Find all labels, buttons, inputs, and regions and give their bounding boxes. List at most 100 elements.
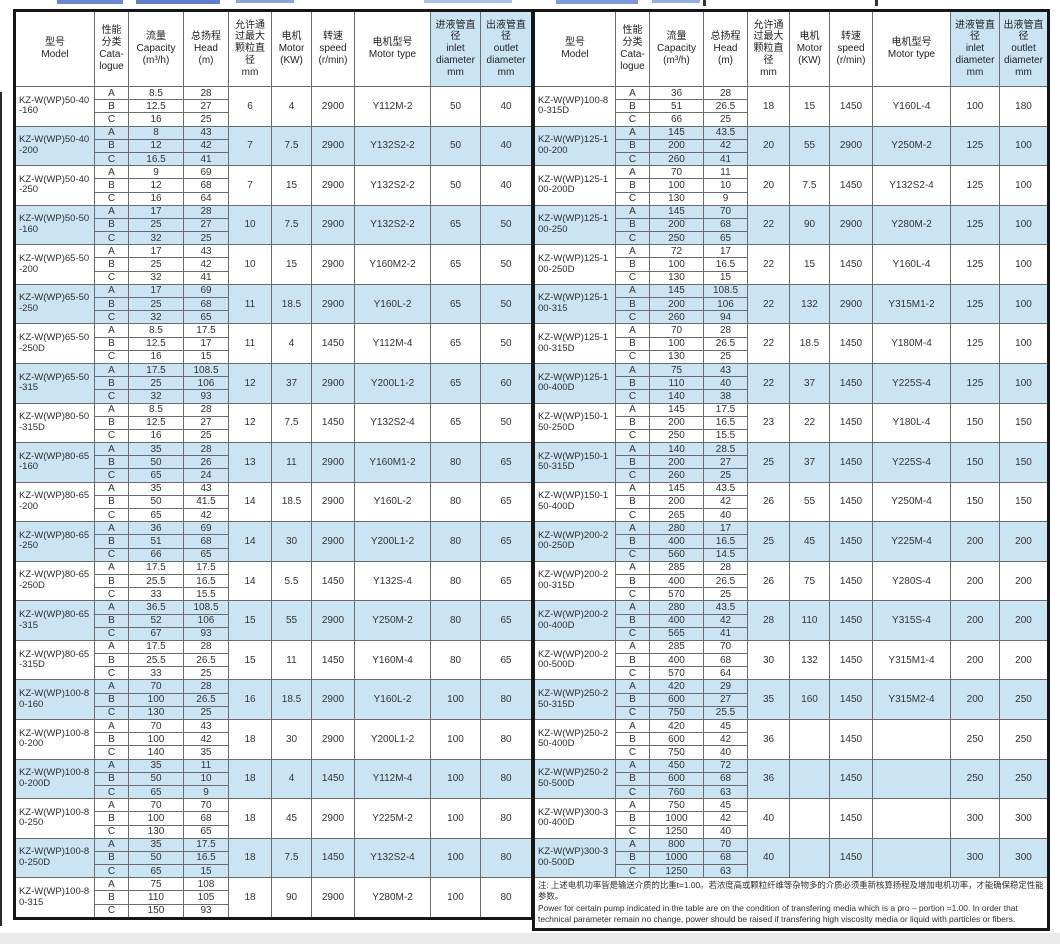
model-cell: KZ-W(WP)125-100-250 (533, 204, 616, 246)
head-cell: 41 (703, 151, 748, 167)
head-cell: 65 (183, 547, 229, 562)
header-cell-capacity: 流量 Capacity (m³/h) (128, 10, 184, 87)
catalogue-cell: C (94, 349, 129, 364)
capacity-cell: 100 (649, 257, 704, 272)
header-line: Model (41, 49, 69, 60)
capacity-cell: 32 (128, 231, 184, 246)
motor-kw-cell: 160 (789, 679, 830, 720)
inlet-cell: 300 (950, 798, 1000, 839)
head-cell: 15.5 (183, 587, 229, 602)
table-row: C 565 41 (534, 626, 1049, 641)
catalogue-cell: B (615, 217, 650, 233)
capacity-cell: 140 (128, 745, 184, 760)
inlet-cell: 250 (950, 758, 1000, 800)
capacity-cell: 1250 (649, 864, 704, 879)
speed-cell: 1450 (311, 837, 355, 879)
catalogue-cell: B (615, 653, 650, 668)
catalogue-cell: C (94, 507, 129, 523)
header-line: logue (620, 60, 645, 72)
head-cell: 43 (183, 125, 229, 140)
inlet-cell: 125 (950, 165, 1000, 206)
header-line: diameter (486, 54, 526, 66)
table-row: KZ-W(WP)200-200-315D A 285 28 26 75 1450 Y280S-… (533, 560, 1049, 602)
motor-kw-cell: 55 (271, 600, 312, 641)
particle-cell: 12 (228, 402, 272, 444)
capacity-cell: 50 (128, 455, 184, 470)
particle-cell: 7 (228, 165, 272, 206)
speed-cell: 1450 (311, 560, 355, 602)
outlet-cell: 80 (480, 877, 533, 919)
table-row: B 200 42 (534, 138, 1049, 153)
model-cell: KZ-W(WP)300-300-500D (533, 837, 616, 879)
catalogue-cell: C (94, 389, 129, 404)
catalogue-cell: A (94, 837, 129, 852)
capacity-cell: 110 (128, 890, 184, 905)
note-row: 注: 上述电机功率皆是输送介质的比重t=1.00。若浓度高或颗粒纤维等杂物多的介… (533, 877, 1049, 931)
motor-type-cell: Y132S2-4 (872, 165, 951, 206)
head-cell: 41 (703, 626, 748, 641)
model-cell: KZ-W(WP)150-150-250D (533, 402, 616, 444)
model-cell: KZ-W(WP)80-65-315D (14, 639, 95, 681)
header-line: 型号 (45, 37, 65, 49)
catalogue-cell: A (615, 679, 650, 694)
table-row: B 50 16.5 (15, 850, 533, 866)
table-row: B 12 68 (15, 178, 533, 193)
model-cell: KZ-W(WP)50-50-160 (14, 204, 95, 246)
catalogue-cell: B (615, 573, 650, 589)
table-row: KZ-W(WP)80-65-250 A 36 69 14 30 2900 Y200L1-2 80… (14, 521, 533, 562)
header-line: 允许通 (235, 19, 265, 31)
table-row: C 130 9 (534, 191, 1049, 206)
catalogue-cell: C (615, 587, 650, 602)
header-line: Capacity (657, 43, 696, 55)
header-line: inlet (446, 43, 465, 55)
header-line: 总扬程 (710, 31, 741, 43)
header-line: 过最大 (235, 31, 265, 43)
table-row: C 260 94 (534, 310, 1049, 325)
catalogue-cell: B (94, 138, 129, 153)
model-cell: KZ-W(WP)80-65-250 (14, 521, 95, 562)
table-row: KZ-W(WP)100-80-315 A 75 108 18 90 2900 Y280M-2 1… (14, 877, 533, 919)
table-row: KZ-W(WP)125-100-200 A 145 43.5 20 55 2900 Y250M… (533, 125, 1049, 167)
outlet-cell: 40 (480, 165, 533, 206)
model-cell: KZ-W(WP)50-40-160 (14, 86, 95, 127)
outlet-cell: 65 (480, 442, 533, 483)
catalogue-cell: A (615, 837, 650, 852)
particle-cell: 35 (747, 679, 790, 720)
inlet-cell: 65 (430, 204, 481, 246)
note-text-en: Power for certain pump indicated in the … (538, 903, 1018, 925)
speed-cell: 1450 (829, 323, 873, 364)
head-cell: 70 (703, 837, 748, 852)
head-cell: 17.5 (703, 402, 748, 417)
table-row: B 25 106 (15, 376, 533, 391)
header-line: 进液管直 (955, 19, 995, 31)
motor-kw-cell: 30 (271, 719, 312, 760)
capacity-cell: 16 (128, 191, 184, 206)
catalogue-cell: A (94, 165, 129, 180)
outlet-cell: 200 (999, 600, 1049, 641)
capacity-cell: 65 (128, 784, 184, 800)
head-cell: 15 (183, 349, 229, 364)
catalogue-cell: A (615, 718, 650, 734)
capacity-cell: 35 (128, 837, 184, 852)
head-cell: 69 (183, 521, 229, 536)
motor-kw-cell: 90 (789, 204, 830, 246)
head-cell: 42 (183, 507, 229, 523)
motor-type-cell (872, 758, 951, 800)
table-row: B 25.5 16.5 (15, 573, 533, 589)
capacity-cell: 600 (649, 732, 704, 747)
catalogue-cell: C (94, 784, 129, 800)
model-cell: KZ-W(WP)125-100-200 (533, 125, 616, 167)
catalogue-cell: A (615, 442, 650, 457)
table-row: B 400 42 (534, 613, 1049, 628)
catalogue-cell: C (615, 547, 650, 562)
motor-kw-cell: 4 (271, 323, 312, 364)
head-cell: 25 (183, 231, 229, 246)
table-row: KZ-W(WP)50-40-200 A 8 43 7 7.5 2900 Y132S2-2 50 4… (14, 125, 533, 167)
capacity-cell: 32 (128, 270, 184, 285)
table-row: B 600 27 (534, 692, 1049, 707)
head-cell: 10 (703, 178, 748, 193)
head-cell: 68 (183, 811, 229, 826)
head-cell: 17 (183, 336, 229, 351)
table-row: B 1000 68 (534, 850, 1049, 866)
speed-cell: 2900 (829, 283, 873, 325)
